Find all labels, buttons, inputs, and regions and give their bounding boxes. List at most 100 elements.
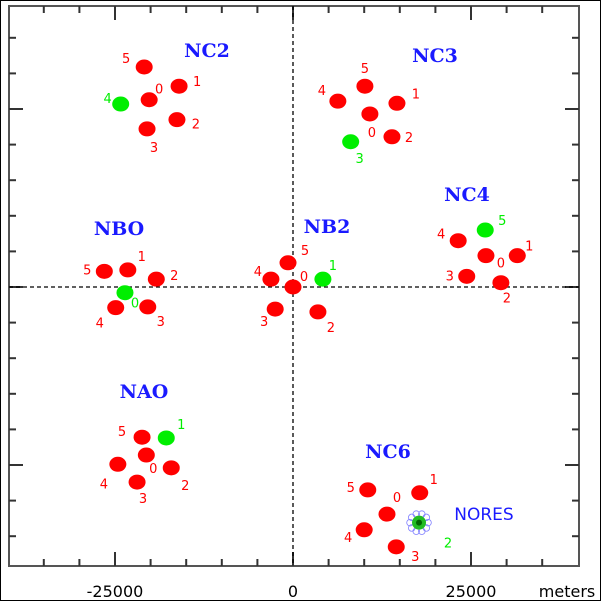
station-name-label: NC2 (184, 40, 230, 62)
element-label: 3 (446, 269, 454, 284)
element-label: 5 (347, 481, 355, 496)
element-marker (135, 59, 153, 75)
element-marker (107, 300, 125, 316)
highlighted-element-marker (342, 134, 360, 150)
element-label: 3 (150, 141, 158, 156)
element-label: 0 (497, 257, 505, 272)
element-label: 2 (503, 292, 511, 307)
element-label: 0 (149, 462, 157, 477)
element-marker (388, 95, 406, 111)
element-label: 1 (430, 473, 438, 488)
element-label: 0 (368, 126, 376, 141)
element-label: 5 (118, 425, 126, 440)
element-label: 2 (192, 118, 200, 133)
nores-label: NORES (454, 505, 513, 525)
element-marker (138, 121, 156, 137)
station-name-label: NBO (94, 218, 144, 240)
station-nc2: NC2 5 1 0 4 2 3 (104, 40, 230, 156)
element-marker (170, 78, 188, 94)
station-nc4: NC4 5 4 1 0 3 2 (437, 184, 533, 307)
x-tick-label: 25000 (446, 582, 497, 601)
element-label: 1 (525, 240, 533, 255)
element-label: 5 (361, 62, 369, 77)
element-label: 4 (344, 531, 352, 546)
x-tick-label: -25000 (87, 582, 144, 601)
element-marker (359, 482, 377, 498)
station-nao: NAO 5 1 0 4 2 3 (100, 381, 190, 507)
element-label: 4 (100, 477, 108, 492)
element-label: 0 (393, 491, 401, 506)
element-marker (133, 429, 151, 445)
highlighted-element-marker (157, 430, 175, 446)
highlighted-element-marker (116, 285, 134, 301)
element-marker (128, 474, 146, 490)
element-marker (284, 279, 302, 295)
element-label: 2 (444, 537, 452, 552)
element-marker (95, 263, 113, 279)
element-label: 0 (300, 270, 308, 285)
element-label: 4 (254, 265, 262, 280)
element-marker (137, 447, 155, 463)
x-axis-label: meters (539, 582, 595, 601)
element-label: 5 (83, 263, 91, 278)
element-marker (449, 233, 467, 249)
station-nbo: NBO 5 1 2 0 4 3 (83, 218, 178, 332)
element-label: 3 (139, 492, 147, 507)
element-label: 1 (177, 418, 185, 433)
highlighted-element-marker (314, 271, 332, 287)
element-label: 2 (181, 479, 189, 494)
station-nc3: NC3 5 4 1 0 2 3 (318, 45, 458, 167)
element-label: 4 (96, 317, 104, 332)
element-marker (355, 522, 373, 538)
element-marker (309, 304, 327, 320)
element-marker (383, 129, 401, 145)
element-label: 0 (131, 297, 139, 312)
element-marker (508, 248, 526, 264)
x-tick-label: 0 (288, 582, 298, 601)
element-marker (356, 78, 374, 94)
element-label: 3 (356, 152, 364, 167)
element-label: 3 (411, 550, 419, 565)
element-label: 0 (155, 83, 163, 98)
element-marker (262, 271, 280, 287)
element-marker (147, 271, 165, 287)
element-label: 5 (498, 214, 506, 229)
element-marker (378, 506, 396, 522)
element-label: 1 (138, 250, 146, 265)
element-label: 4 (437, 228, 445, 243)
element-marker (279, 255, 297, 271)
element-label: 1 (193, 75, 201, 90)
station-name-label: NC6 (365, 441, 411, 463)
station-name-label: NAO (120, 381, 169, 403)
highlighted-element-marker (476, 222, 494, 238)
element-marker (477, 248, 495, 264)
element-label: 4 (104, 92, 112, 107)
nores-center-marker (416, 519, 423, 526)
element-marker (361, 106, 379, 122)
element-marker (139, 299, 157, 315)
element-label: 4 (318, 84, 326, 99)
element-label: 2 (170, 269, 178, 284)
station-nc6: NC6 5 1 0 4 3 2 (344, 441, 452, 565)
element-marker (119, 262, 137, 278)
element-label: 5 (122, 52, 130, 67)
element-marker (492, 275, 510, 291)
element-label: 2 (405, 131, 413, 146)
element-label: 5 (301, 244, 309, 259)
element-marker (266, 301, 284, 317)
element-marker (458, 268, 476, 284)
element-marker (162, 460, 180, 476)
element-marker (329, 93, 347, 109)
element-label: 1 (329, 259, 337, 274)
element-label: 2 (327, 321, 335, 336)
station-name-label: NC3 (412, 45, 458, 67)
element-label: 3 (260, 315, 268, 330)
element-marker (387, 539, 405, 555)
element-label: 3 (157, 315, 165, 330)
station-name-label: NB2 (304, 216, 351, 238)
highlighted-element-marker (112, 96, 130, 112)
element-marker (109, 456, 127, 472)
station-name-label: NC4 (444, 184, 490, 206)
